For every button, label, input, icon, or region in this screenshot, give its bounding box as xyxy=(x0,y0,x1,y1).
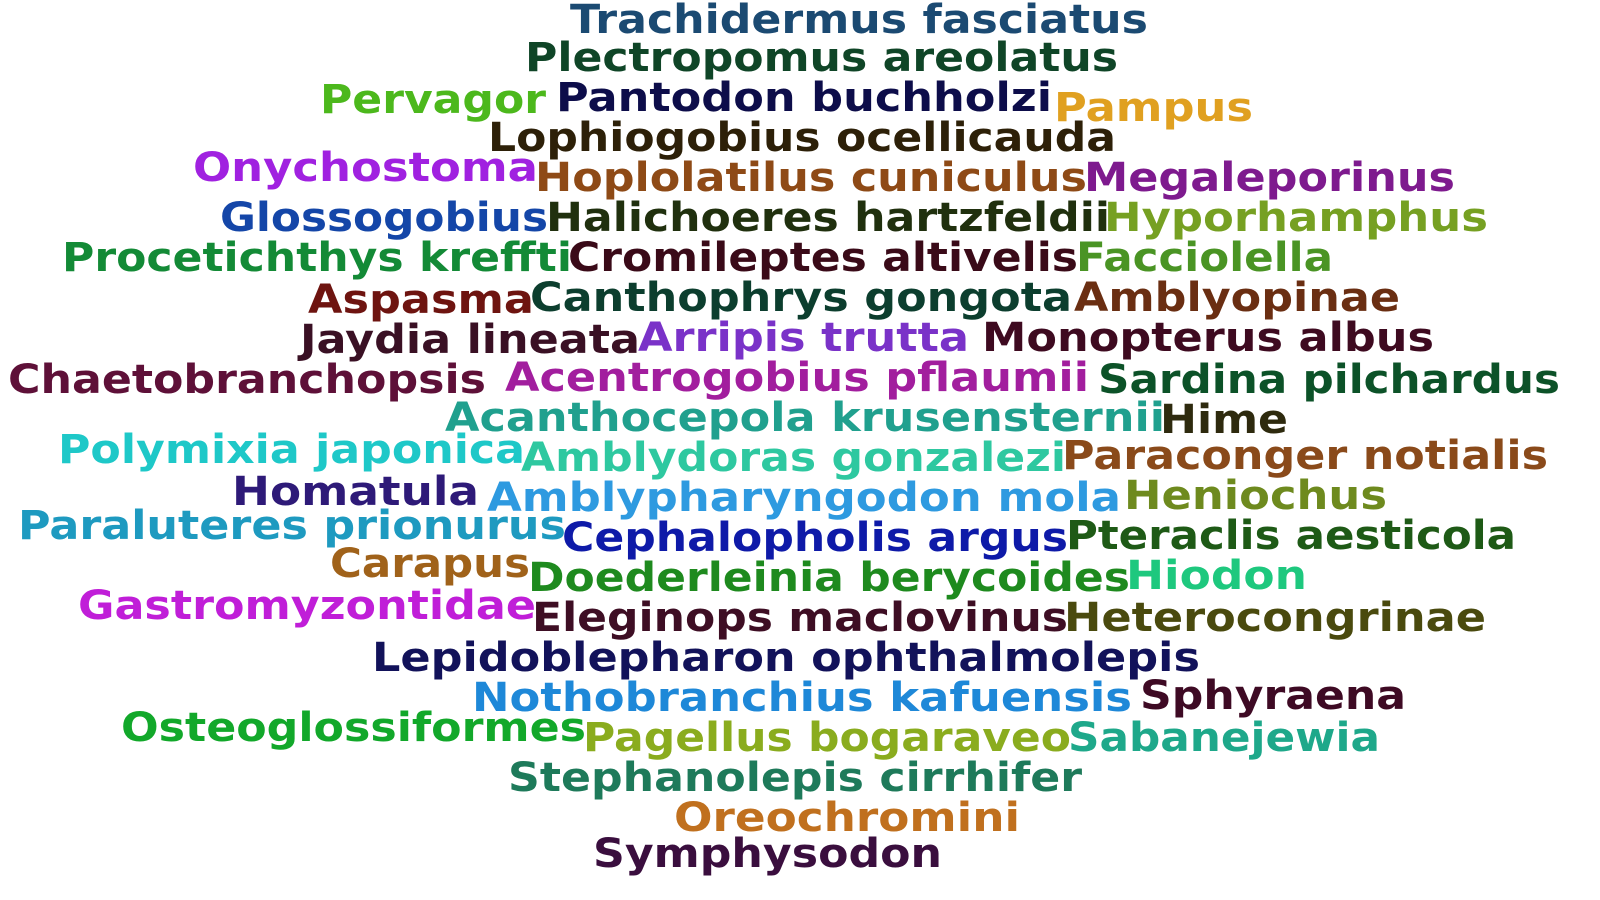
word: Nothobranchius kafuensis xyxy=(472,675,1132,721)
word: Canthophrys gongota xyxy=(530,275,1073,321)
word: Glossogobius xyxy=(220,195,549,241)
word: Homatula xyxy=(232,469,480,515)
word: Pagellus bogaraveo xyxy=(583,715,1071,761)
word: Heniochus xyxy=(1124,473,1387,519)
word: Chaetobranchopsis xyxy=(8,357,486,403)
word: Stephanolepis cirrhifer xyxy=(508,755,1082,801)
word: Sabanejewia xyxy=(1068,715,1380,761)
word: Doederleinia berycoides xyxy=(528,555,1130,601)
word: Pervagor xyxy=(320,77,546,123)
word: Amblyopinae xyxy=(1074,275,1401,321)
word: Halichoeres hartzfeldii xyxy=(546,195,1110,241)
word: Hoplolatilus cuniculus xyxy=(535,155,1087,201)
word: Symphysodon xyxy=(593,831,942,877)
word: Sardina pilchardus xyxy=(1098,357,1561,403)
word: Acentrogobius pflaumii xyxy=(505,355,1089,401)
word: Pteraclis aesticola xyxy=(1066,513,1516,559)
word: Lepidoblepharon ophthalmolepis xyxy=(372,635,1200,681)
word: Oreochromini xyxy=(674,795,1021,841)
word: Heterocongrinae xyxy=(1064,595,1486,641)
word: Osteoglossiformes xyxy=(121,705,586,751)
word: Sphyraena xyxy=(1140,673,1406,719)
word: Amblypharyngodon mola xyxy=(487,475,1121,521)
word: Polymixia japonica xyxy=(58,427,525,473)
word: Pantodon buchholzi xyxy=(556,75,1052,121)
word: Amblydoras gonzalezi xyxy=(521,435,1066,481)
word: Cephalopholis argus xyxy=(562,515,1069,561)
word: Jaydia lineata xyxy=(300,317,641,363)
word: Paraluteres prionurus xyxy=(18,503,566,549)
word: Megaleporinus xyxy=(1084,155,1455,201)
word: Paraconger notialis xyxy=(1062,433,1549,479)
word: Onychostoma xyxy=(193,145,538,191)
word: Cromileptes altivelis xyxy=(568,235,1079,281)
word: Hyporhamphus xyxy=(1104,195,1488,241)
word: Lophiogobius ocellicauda xyxy=(488,115,1117,161)
word: Gastromyzontidae xyxy=(78,583,537,629)
word: Trachidermus fasciatus xyxy=(570,0,1148,43)
word: Facciolella xyxy=(1076,235,1333,281)
word: Eleginops maclovinus xyxy=(532,595,1068,641)
word: Acanthocepola krusensternii xyxy=(445,395,1165,441)
word: Monopterus albus xyxy=(982,315,1435,361)
word: Plectropomus areolatus xyxy=(525,35,1119,81)
word: Procetichthys kreffti xyxy=(62,235,572,281)
word: Arripis trutta xyxy=(638,315,970,361)
word: Pampus xyxy=(1054,85,1254,131)
word: Aspasma xyxy=(308,277,535,323)
word: Hiodon xyxy=(1126,553,1308,599)
word: Carapus xyxy=(330,541,530,587)
word: Hime xyxy=(1160,397,1288,443)
